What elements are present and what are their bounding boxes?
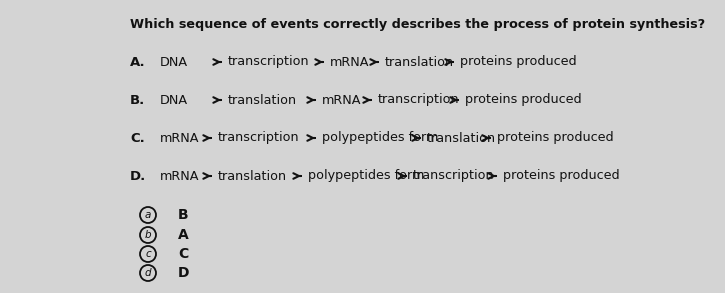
Text: D.: D.	[130, 169, 146, 183]
Text: mRNA: mRNA	[322, 93, 362, 106]
Text: proteins produced: proteins produced	[465, 93, 581, 106]
Text: translation: translation	[385, 55, 454, 69]
Text: mRNA: mRNA	[330, 55, 370, 69]
Text: proteins produced: proteins produced	[503, 169, 620, 183]
Text: C.: C.	[130, 132, 145, 144]
Text: a: a	[145, 210, 152, 220]
Text: mRNA: mRNA	[160, 169, 199, 183]
Text: A.: A.	[130, 55, 146, 69]
Text: Which sequence of events correctly describes the process of protein synthesis?: Which sequence of events correctly descr…	[130, 18, 705, 31]
Text: B: B	[178, 208, 188, 222]
Text: B.: B.	[130, 93, 145, 106]
Text: D: D	[178, 266, 189, 280]
Text: proteins produced: proteins produced	[497, 132, 613, 144]
Text: polypeptides form: polypeptides form	[308, 169, 424, 183]
Text: c: c	[145, 249, 151, 259]
Text: C: C	[178, 247, 188, 261]
Text: translation: translation	[218, 169, 287, 183]
Text: polypeptides form: polypeptides form	[322, 132, 439, 144]
Text: translation: translation	[228, 93, 297, 106]
Text: transcription: transcription	[378, 93, 460, 106]
Text: b: b	[145, 230, 152, 240]
Text: mRNA: mRNA	[160, 132, 199, 144]
Text: d: d	[145, 268, 152, 278]
Text: DNA: DNA	[160, 55, 188, 69]
Text: A: A	[178, 228, 188, 242]
Text: transcription: transcription	[228, 55, 310, 69]
Text: DNA: DNA	[160, 93, 188, 106]
Text: transcription: transcription	[218, 132, 299, 144]
Text: proteins produced: proteins produced	[460, 55, 576, 69]
Text: transcription: transcription	[413, 169, 494, 183]
Text: translation: translation	[427, 132, 496, 144]
